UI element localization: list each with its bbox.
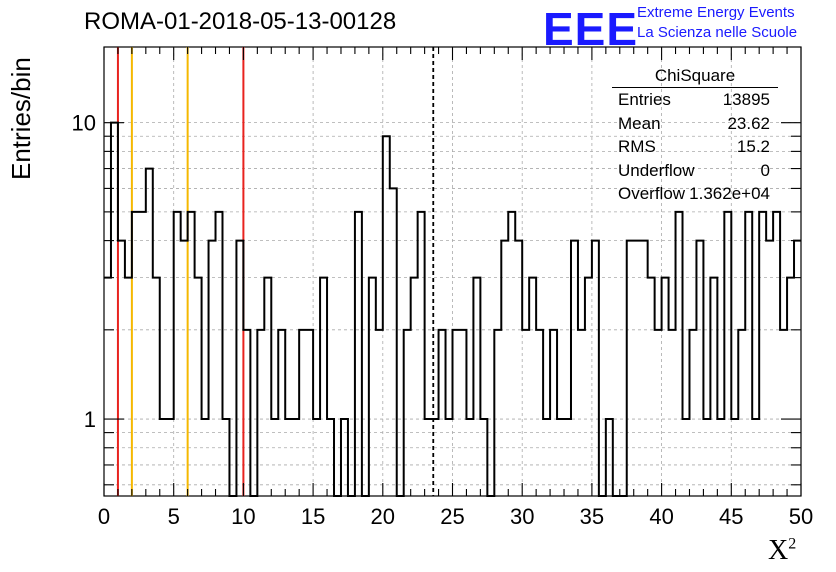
x-tick-label: 40	[649, 504, 673, 529]
stats-row: Overflow 1.362e+04	[612, 184, 778, 208]
stats-key: Entries	[618, 90, 671, 109]
x-tick-label: 45	[719, 504, 743, 529]
stats-key: Mean	[618, 113, 661, 133]
x-axis-label-base: X	[768, 535, 789, 566]
stats-key: RMS	[618, 137, 656, 156]
stats-box: ChiSquare Entries 13895 Mean 23.62 RMS 1…	[612, 66, 778, 208]
x-tick-label: 30	[510, 504, 534, 529]
x-tick-label: 25	[440, 504, 464, 529]
stats-key: Overflow	[618, 184, 686, 203]
stats-row: RMS 15.2	[612, 137, 778, 161]
stats-row: Underflow 0	[612, 161, 778, 185]
stats-value: 1.362e+04	[689, 184, 770, 203]
logo-line-2: La Scienza nelle Scuole	[637, 24, 798, 41]
stats-value: 0	[760, 160, 770, 180]
tick-labels: 0 5 10 15 20 25 30 35 40 45 50 1 10	[72, 111, 814, 529]
x-tick-label: 10	[231, 504, 255, 529]
stats-title: ChiSquare	[612, 66, 778, 88]
x-tick-label: 15	[301, 504, 325, 529]
y-tick-label: 1	[84, 407, 96, 432]
x-axis-label: X2	[768, 535, 796, 567]
histogram	[104, 121, 801, 497]
x-tick-label: 20	[371, 504, 395, 529]
logo-line-1: Extreme Energy Events	[637, 4, 795, 21]
eee-logo: EEE	[543, 3, 639, 55]
y-tick-label: 10	[72, 111, 96, 136]
chart-title: ROMA-01-2018-05-13-00128	[84, 8, 397, 35]
histogram-outline	[104, 121, 801, 497]
x-axis-label-sup: 2	[788, 535, 797, 553]
reference-lines	[116, 47, 435, 496]
x-tick-label: 35	[580, 504, 604, 529]
stats-value: 13895	[722, 90, 770, 109]
stats-row: Entries 13895	[612, 90, 778, 114]
stats-value: 15.2	[736, 137, 770, 156]
stats-value: 23.62	[727, 113, 770, 133]
axis-ticks	[103, 47, 802, 496]
x-tick-label: 5	[168, 504, 180, 529]
stats-row: Mean 23.62	[612, 114, 778, 138]
x-tick-label: 0	[98, 504, 110, 529]
stats-key: Underflow	[618, 160, 695, 180]
x-tick-label: 50	[789, 504, 813, 529]
y-axis-label: Entries/bin	[6, 57, 36, 180]
